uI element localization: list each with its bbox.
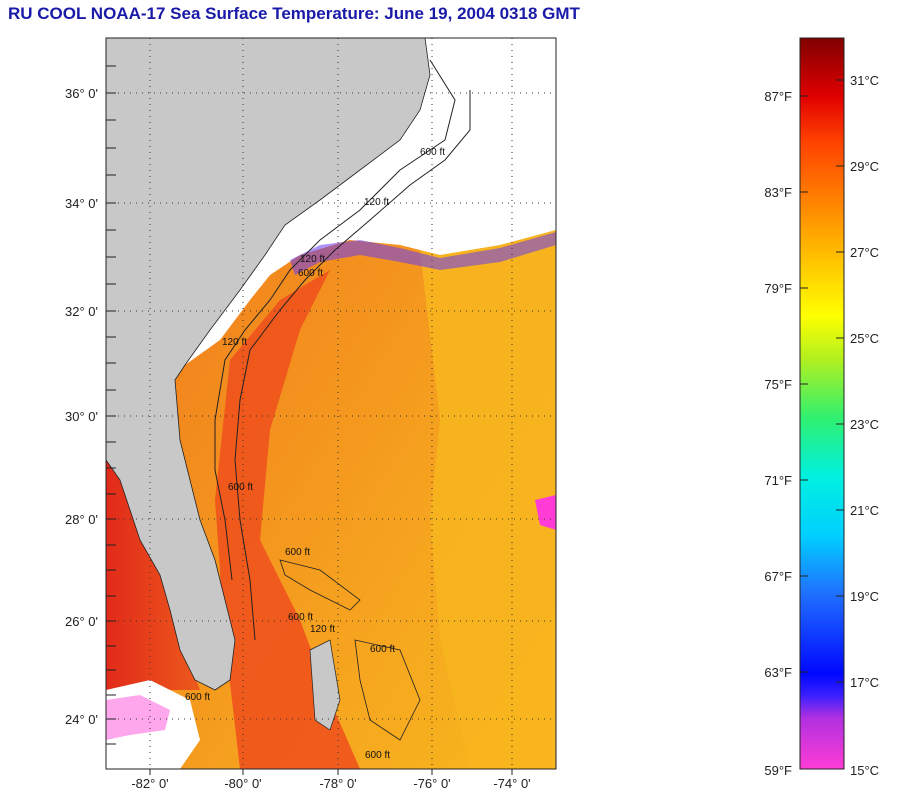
- cloud-fringe: [290, 232, 556, 275]
- contour-label: 600 ft: [370, 644, 395, 655]
- lon-label: -80° 0': [224, 776, 261, 791]
- colorbar-c-ticks: [836, 79, 844, 683]
- colorbar-c-label: 29°C: [850, 159, 879, 174]
- gulf-stream: [215, 270, 360, 769]
- cloud-patch-fringe: [106, 695, 170, 740]
- contour-label: 600 ft: [185, 692, 210, 703]
- colorbar-c-label: 31°C: [850, 73, 879, 88]
- lat-label: 32° 0': [65, 304, 98, 319]
- colorbar: [799, 37, 845, 770]
- colorbar-f-label: 63°F: [764, 665, 792, 680]
- colorbar-c-label: 23°C: [850, 417, 879, 432]
- colorbar-f-label: 83°F: [764, 185, 792, 200]
- colorbar-f-label: 71°F: [764, 473, 792, 488]
- colorbar-f-label: 79°F: [764, 281, 792, 296]
- colorbar-c-label: 25°C: [850, 331, 879, 346]
- lat-label: 36° 0': [65, 86, 98, 101]
- cool-water-zone: [420, 230, 556, 769]
- depth-contour-600ft: [234, 90, 471, 641]
- lon-label: -82° 0': [131, 776, 168, 791]
- lat-ticks: [106, 65, 116, 745]
- bahamas-island: [279, 559, 361, 611]
- contour-label: 120 ft: [222, 337, 247, 348]
- lat-label: 30° 0': [65, 409, 98, 424]
- colorbar-c-label: 21°C: [850, 503, 879, 518]
- land-mass: [106, 38, 431, 691]
- colorbar-c-label: 27°C: [850, 245, 879, 260]
- colorbar-c-label: 19°C: [850, 589, 879, 604]
- colorbar-c-label: 17°C: [850, 675, 879, 690]
- contour-label: 120 ft: [364, 197, 389, 208]
- cold-patch: [535, 495, 556, 530]
- contour-label: 600 ft: [285, 547, 310, 558]
- contour-label: 600 ft: [228, 482, 253, 493]
- contour-label: 600 ft: [288, 612, 313, 623]
- lat-label: 28° 0': [65, 512, 98, 527]
- contour-label: 120 ft: [310, 624, 335, 635]
- cloud-patch-south: [106, 680, 200, 769]
- colorbar-c-label: 15°C: [850, 763, 879, 778]
- colorbar-f-label: 59°F: [764, 763, 792, 778]
- map-title: RU COOL NOAA-17 Sea Surface Temperature:…: [8, 4, 580, 23]
- lat-label: 34° 0': [65, 196, 98, 211]
- lat-label: 26° 0': [65, 614, 98, 629]
- colorbar-f-label: 75°F: [764, 377, 792, 392]
- colorbar-f-label: 87°F: [764, 89, 792, 104]
- lon-label: -78° 0': [319, 776, 356, 791]
- contour-label: 600 ft: [420, 147, 445, 158]
- lon-label: -74° 0': [493, 776, 530, 791]
- cloud-cover: [175, 38, 556, 365]
- depth-contour-120ft: [214, 59, 456, 581]
- lat-label: 24° 0': [65, 712, 98, 727]
- bahamas-island: [354, 639, 421, 741]
- contour-label: 120 ft: [300, 254, 325, 265]
- colorbar-f-label: 67°F: [764, 569, 792, 584]
- bahamas-island: [309, 639, 341, 731]
- lon-label: -76° 0': [413, 776, 450, 791]
- map-frame: [105, 37, 557, 770]
- colorbar-f-ticks: [800, 95, 808, 673]
- lon-ticks: [149, 769, 513, 775]
- contour-label: 600 ft: [365, 750, 390, 761]
- contour-label: 600 ft: [298, 268, 323, 279]
